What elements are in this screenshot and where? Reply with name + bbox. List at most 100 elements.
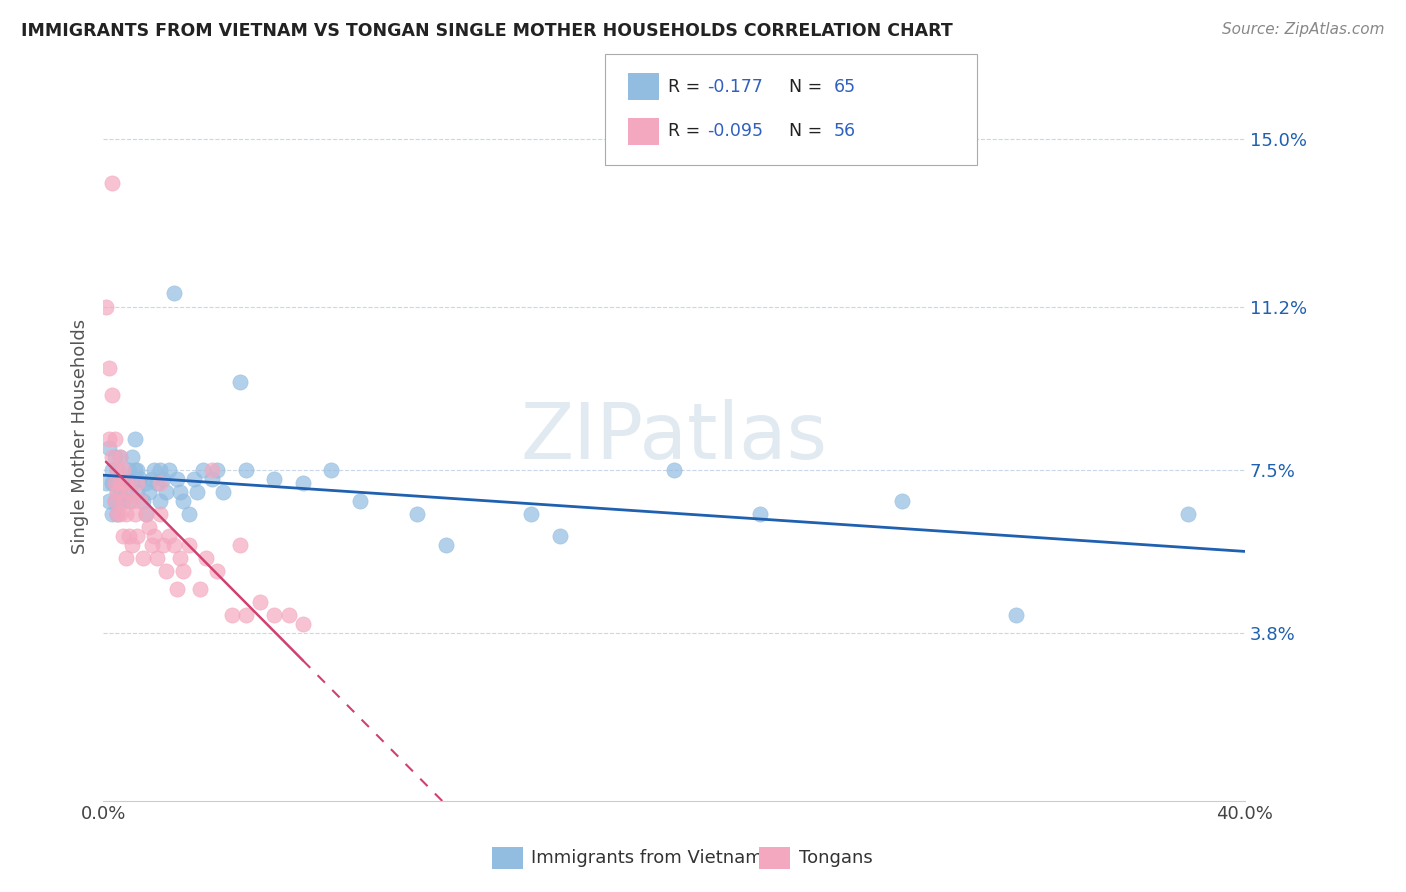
Point bbox=[97, 361, 120, 376]
Point bbox=[110, 450, 132, 464]
Text: ZIPatlas: ZIPatlas bbox=[520, 399, 827, 475]
Point bbox=[115, 476, 138, 491]
Point bbox=[115, 507, 138, 521]
Point bbox=[291, 617, 314, 632]
Point bbox=[277, 608, 299, 623]
Point bbox=[105, 507, 128, 521]
Point bbox=[127, 529, 149, 543]
Point bbox=[129, 493, 152, 508]
Point bbox=[115, 551, 138, 566]
Point bbox=[97, 432, 120, 446]
Point bbox=[135, 507, 157, 521]
Point bbox=[105, 484, 128, 499]
Point bbox=[263, 472, 285, 486]
Point bbox=[135, 507, 157, 521]
Point bbox=[118, 493, 141, 508]
Point bbox=[103, 476, 125, 491]
Text: -0.177: -0.177 bbox=[707, 78, 763, 95]
Point bbox=[112, 529, 135, 543]
Point bbox=[163, 538, 186, 552]
Point bbox=[177, 507, 200, 521]
Point bbox=[149, 463, 172, 477]
Text: R =: R = bbox=[668, 122, 706, 140]
Point bbox=[163, 286, 186, 301]
Point bbox=[100, 176, 122, 190]
Point bbox=[434, 538, 457, 552]
Point bbox=[94, 300, 117, 314]
Point bbox=[249, 595, 271, 609]
Point bbox=[191, 463, 214, 477]
Point bbox=[105, 484, 128, 499]
Point bbox=[229, 375, 252, 389]
Point bbox=[105, 507, 128, 521]
Point bbox=[103, 493, 125, 508]
Point bbox=[200, 463, 222, 477]
Point bbox=[155, 564, 177, 578]
Point bbox=[141, 472, 163, 486]
Point bbox=[149, 476, 172, 491]
Point bbox=[207, 463, 229, 477]
Point bbox=[141, 538, 163, 552]
Point bbox=[200, 472, 222, 486]
Point bbox=[118, 463, 141, 477]
Point bbox=[169, 551, 191, 566]
Point bbox=[121, 476, 143, 491]
Point bbox=[118, 529, 141, 543]
Text: N =: N = bbox=[778, 78, 827, 95]
Point bbox=[157, 463, 180, 477]
Point bbox=[127, 476, 149, 491]
Point bbox=[143, 463, 166, 477]
Point bbox=[112, 476, 135, 491]
Point bbox=[152, 538, 174, 552]
Point bbox=[121, 538, 143, 552]
Point bbox=[97, 493, 120, 508]
Point bbox=[520, 507, 543, 521]
Text: R =: R = bbox=[668, 78, 706, 95]
Point bbox=[110, 484, 132, 499]
Point bbox=[127, 463, 149, 477]
Point bbox=[146, 476, 169, 491]
Point bbox=[172, 493, 194, 508]
Point bbox=[118, 484, 141, 499]
Point bbox=[112, 463, 135, 477]
Point bbox=[166, 472, 188, 486]
Point bbox=[172, 564, 194, 578]
Point bbox=[662, 463, 685, 477]
Point bbox=[149, 493, 172, 508]
Point bbox=[132, 551, 155, 566]
Point bbox=[100, 507, 122, 521]
Point bbox=[263, 608, 285, 623]
Point bbox=[100, 450, 122, 464]
Point bbox=[1005, 608, 1028, 623]
Point bbox=[124, 463, 146, 477]
Point bbox=[115, 472, 138, 486]
Point bbox=[207, 564, 229, 578]
Point bbox=[235, 463, 257, 477]
Text: 65: 65 bbox=[834, 78, 856, 95]
Point bbox=[100, 463, 122, 477]
Point bbox=[115, 484, 138, 499]
Point bbox=[548, 529, 571, 543]
Point bbox=[112, 493, 135, 508]
Point bbox=[194, 551, 217, 566]
Point bbox=[406, 507, 429, 521]
Point bbox=[138, 520, 160, 534]
Point bbox=[138, 484, 160, 499]
Point bbox=[103, 493, 125, 508]
Text: Tongans: Tongans bbox=[799, 849, 872, 867]
Point bbox=[169, 484, 191, 499]
Y-axis label: Single Mother Households: Single Mother Households bbox=[72, 319, 89, 554]
Point bbox=[321, 463, 343, 477]
Point bbox=[127, 484, 149, 499]
Text: Immigrants from Vietnam: Immigrants from Vietnam bbox=[531, 849, 763, 867]
Point bbox=[212, 484, 235, 499]
Point bbox=[152, 472, 174, 486]
Point bbox=[110, 450, 132, 464]
Text: N =: N = bbox=[778, 122, 827, 140]
Point bbox=[186, 484, 208, 499]
Point bbox=[221, 608, 243, 623]
Point bbox=[124, 432, 146, 446]
Point bbox=[748, 507, 770, 521]
Point bbox=[124, 507, 146, 521]
Point bbox=[103, 476, 125, 491]
